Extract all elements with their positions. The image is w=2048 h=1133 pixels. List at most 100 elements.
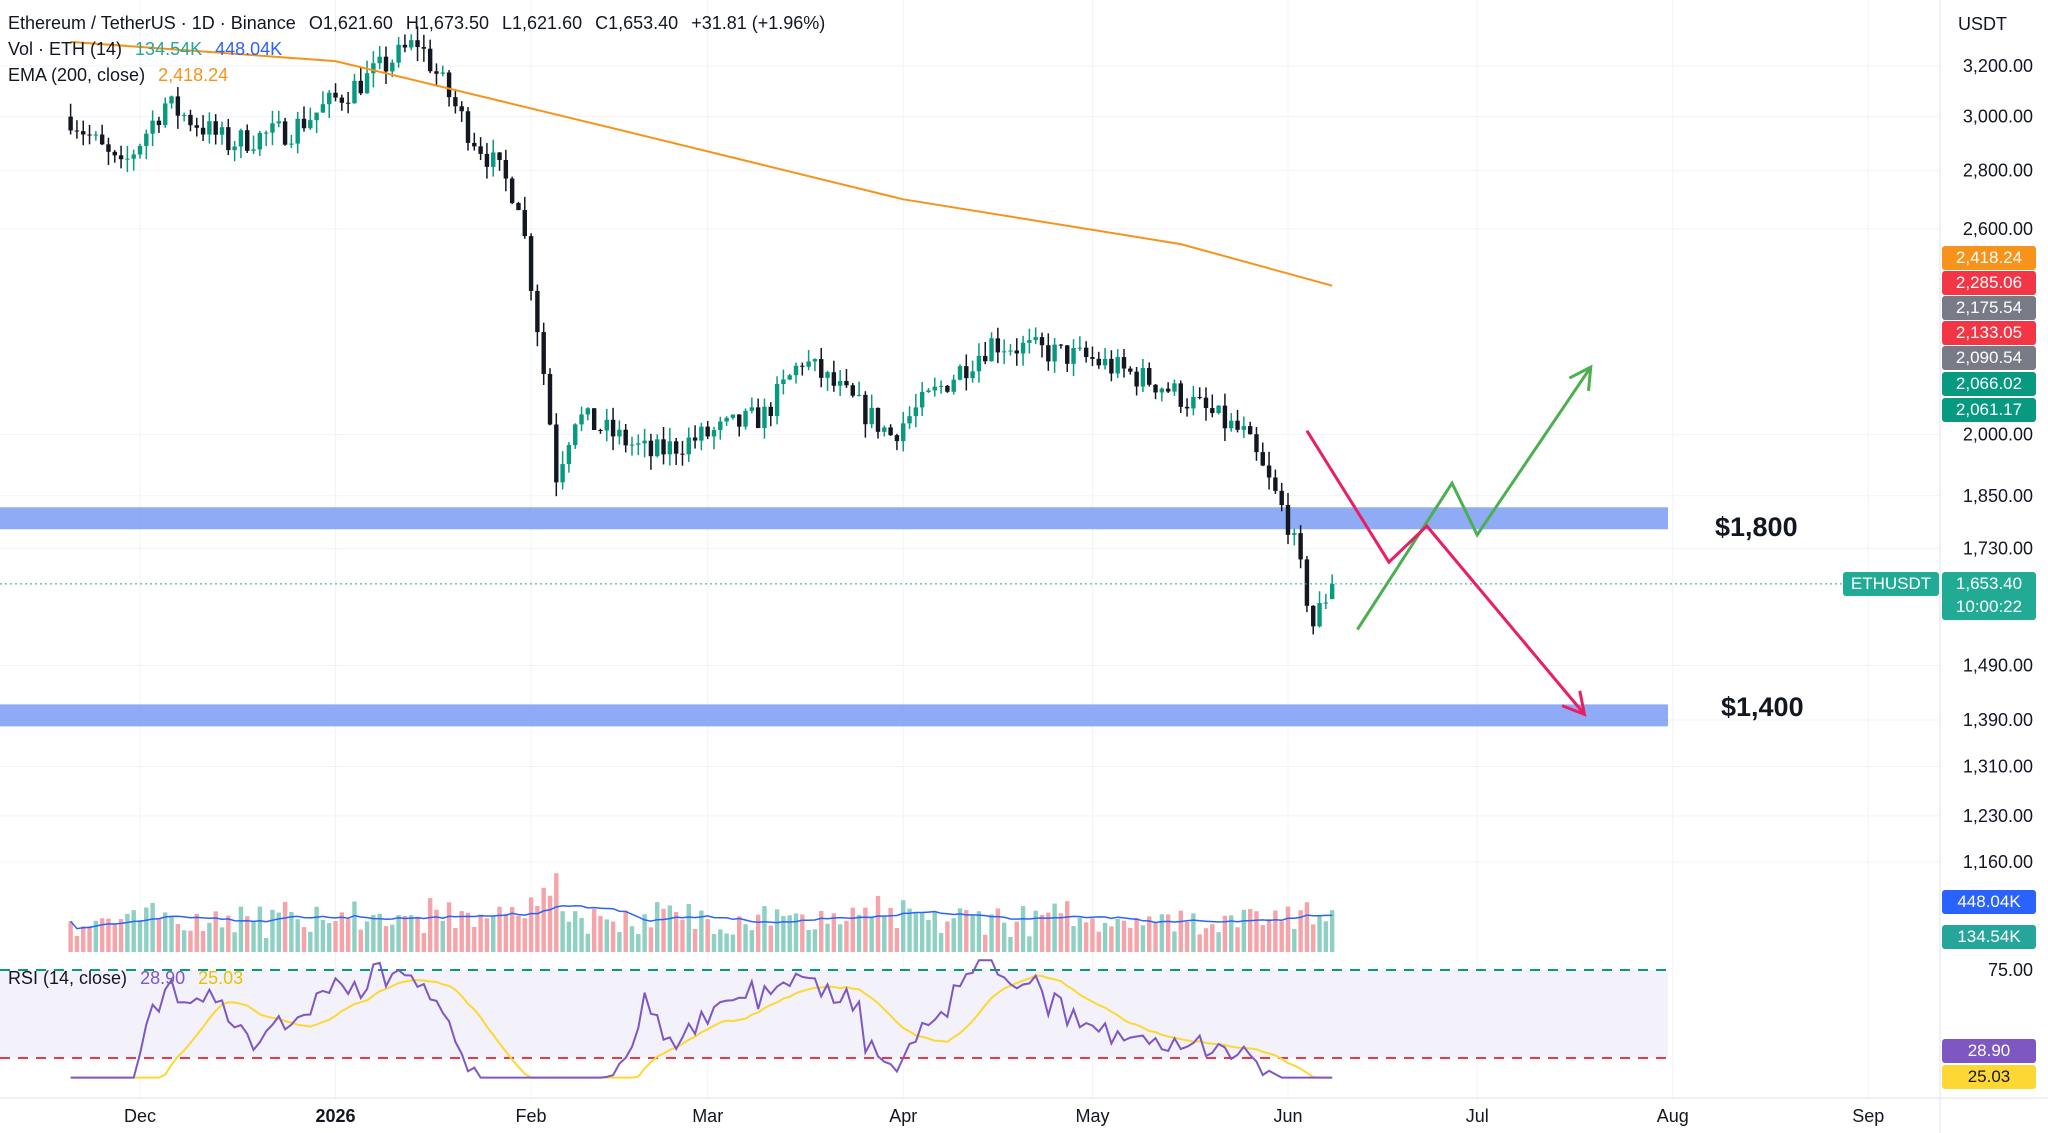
volume-bar — [1273, 910, 1278, 952]
volume-bar — [894, 927, 900, 952]
candle-body — [648, 440, 654, 457]
volume-bar — [434, 909, 439, 952]
legend-close: C1,653.40 — [595, 13, 679, 33]
symbol-tag[interactable]: ETHUSDT — [1843, 572, 1939, 596]
candle-body — [875, 407, 881, 432]
volume-ma-line — [70, 905, 1333, 930]
candle-body — [737, 414, 742, 427]
volume-bar — [169, 916, 174, 952]
candle-body — [270, 123, 275, 133]
volume-bar — [1323, 921, 1329, 952]
candle-body — [427, 48, 433, 72]
candle-body — [156, 120, 162, 126]
volume-bar — [421, 933, 427, 952]
price-tick: 3,200.00 — [1963, 56, 2033, 76]
volume-bar — [345, 919, 351, 952]
volume-bar — [1115, 918, 1120, 952]
volume-bar — [1109, 926, 1114, 952]
candle-body — [1147, 368, 1152, 385]
volume-bar — [856, 914, 862, 952]
candle-body — [383, 56, 389, 72]
volume-bar — [945, 921, 950, 952]
volume-bar — [1285, 906, 1291, 952]
candle-body — [1077, 347, 1083, 349]
candle-body — [74, 130, 80, 132]
volume-bar — [976, 911, 982, 952]
candle-body — [238, 130, 244, 147]
candle-body — [610, 419, 616, 437]
legend-main: Ethereum / TetherUS · 1D · Binance O1,62… — [8, 11, 833, 35]
volume-bar — [1298, 910, 1303, 952]
candle-body — [522, 210, 527, 237]
candle-body — [1329, 583, 1335, 600]
candle-body — [1083, 347, 1089, 358]
volume-bar — [1184, 921, 1190, 952]
volume-bar — [743, 924, 748, 952]
legend-low: L1,621.60 — [502, 13, 583, 33]
volume-bar — [1304, 902, 1310, 952]
volume-bar — [938, 933, 944, 952]
candle-body — [1241, 426, 1247, 430]
rsi-tick: 75.00 — [1988, 960, 2033, 980]
price-tick: 1,390.00 — [1963, 710, 2033, 730]
candle-body — [1153, 384, 1158, 393]
volume-bar — [1052, 903, 1057, 952]
candle-body — [421, 47, 427, 49]
volume-bar — [604, 919, 609, 952]
candle-body — [1058, 344, 1064, 346]
candle-body — [629, 444, 635, 446]
candle-body — [491, 152, 496, 167]
volume-bar — [1153, 921, 1158, 952]
candle-body — [705, 426, 710, 437]
price-tick: 3,000.00 — [1963, 107, 2033, 127]
price-tag: 2,066.02 — [1942, 372, 2036, 396]
candle-body — [888, 427, 893, 436]
current-price-tag[interactable]: 1,653.40 10:00:22 — [1942, 572, 2036, 620]
volume-bar — [289, 912, 294, 952]
volume-bar — [522, 918, 527, 952]
legend-rsi[interactable]: RSI (14, close) 28.90 25.03 — [8, 966, 251, 990]
volume-bar — [1039, 914, 1045, 952]
legend-ema[interactable]: EMA (200, close) 2,418.24 — [8, 63, 236, 87]
candle-body — [1222, 405, 1228, 429]
candle-body — [207, 121, 212, 135]
candle-body — [276, 121, 281, 124]
candle-body — [459, 106, 464, 112]
candle-body — [333, 92, 338, 98]
candle-body — [673, 441, 679, 454]
support-zone-1400 — [0, 704, 1668, 727]
volume-bar — [440, 920, 445, 952]
bullish-scenario-arrow-head — [1568, 364, 1593, 392]
candle-body — [951, 379, 956, 392]
volume-bar — [251, 920, 256, 952]
volume-bar — [547, 895, 553, 952]
candle-body — [181, 114, 187, 116]
volume-bar — [207, 922, 212, 952]
candle-body — [787, 375, 792, 380]
candle-body — [579, 414, 584, 425]
volume-bar — [1128, 927, 1133, 952]
volume-bar — [427, 898, 433, 952]
candle-body — [1102, 358, 1108, 366]
volume-bar — [636, 934, 641, 952]
legend-high: H1,673.50 — [405, 13, 489, 33]
currency-label[interactable]: USDT — [1958, 14, 2007, 34]
legend-symbol[interactable]: Ethereum / TetherUS · 1D · Binance — [8, 13, 296, 33]
volume-bar — [509, 906, 515, 952]
volume-bar — [642, 914, 647, 952]
candle-body — [112, 151, 117, 156]
legend-volume[interactable]: Vol · ETH (14) 134.54K 448.04K — [8, 37, 290, 61]
volume-bar — [825, 923, 830, 952]
volume-bar — [844, 920, 849, 952]
volume-bar — [1235, 927, 1240, 952]
volume-bar — [93, 920, 99, 952]
candle-body — [1090, 357, 1095, 359]
candle-body — [415, 40, 420, 48]
volume-bar — [730, 934, 736, 952]
volume-bar — [951, 918, 956, 952]
candle-body — [1235, 420, 1240, 430]
volume-bar — [352, 901, 357, 952]
candle-body — [528, 236, 534, 291]
volume-bar — [263, 937, 269, 952]
volume-bar — [257, 906, 263, 952]
